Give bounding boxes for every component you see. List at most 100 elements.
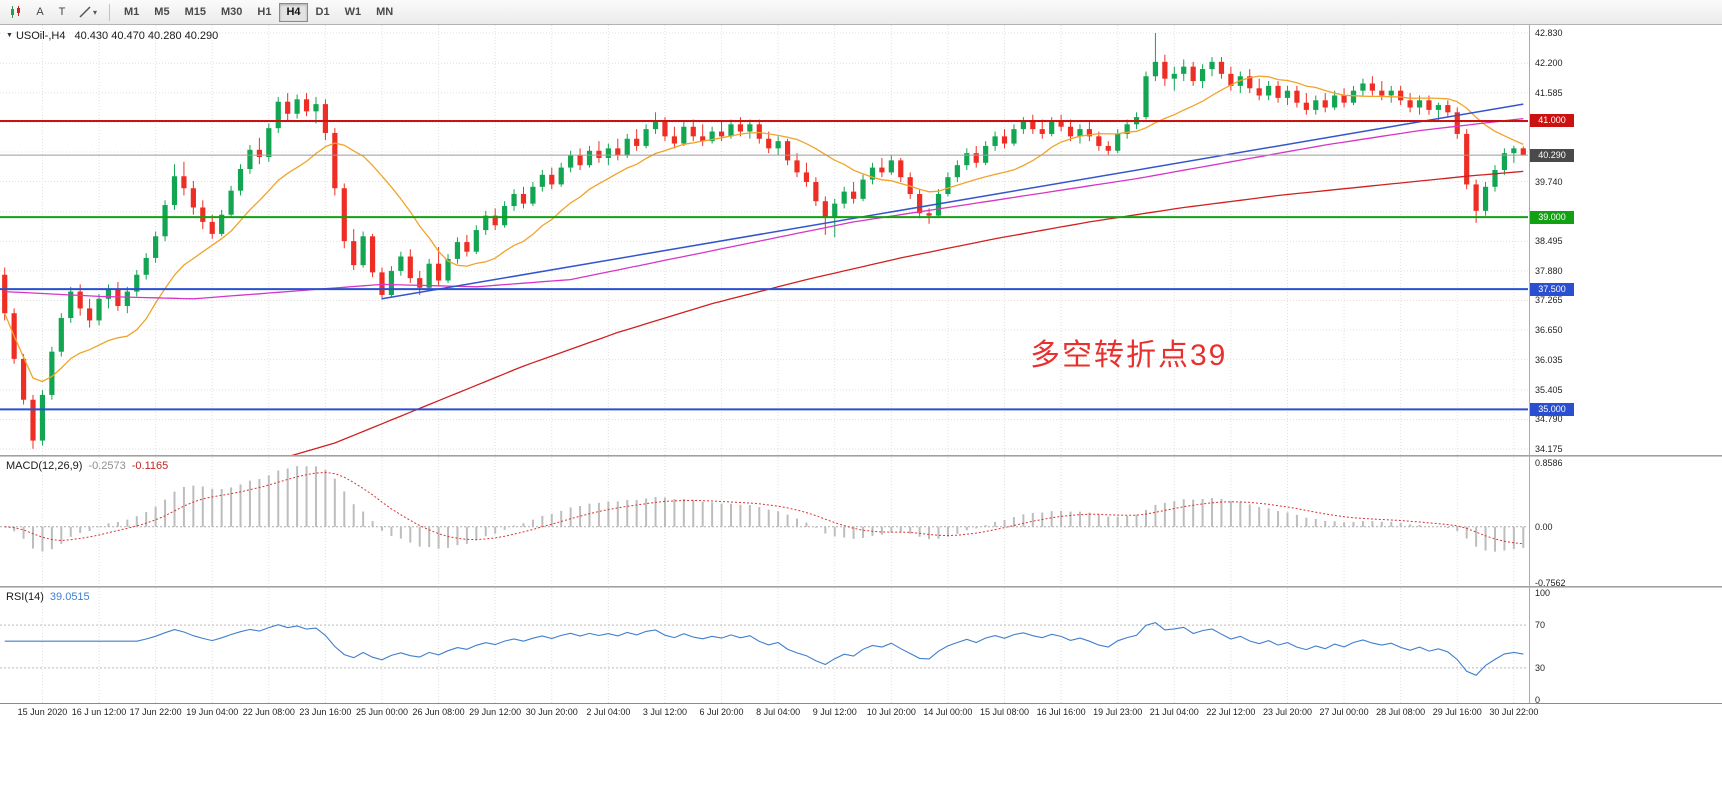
candle-body [662, 121, 668, 137]
time-axis-label: 9 Jul 12:00 [812, 707, 857, 717]
candle-body [30, 399, 36, 441]
candle-body [605, 148, 611, 158]
candle-body [634, 138, 640, 146]
cursor-tool-button[interactable]: A [30, 2, 50, 22]
time-axis-label: 26 Jun 08:00 [412, 707, 465, 717]
candle-body [803, 172, 810, 183]
main-chart-canvas[interactable] [0, 25, 1530, 455]
candle-body [520, 194, 527, 204]
candle-body [1332, 95, 1338, 108]
timeframe-button-mn[interactable]: MN [369, 3, 400, 22]
candle-body [756, 124, 762, 139]
candle-body [58, 318, 64, 352]
time-axis-label: 30 Jun 20:00 [525, 707, 578, 717]
candle-body [313, 104, 319, 112]
candle-body [181, 176, 187, 189]
timeframe-button-m30[interactable]: M30 [214, 3, 249, 22]
toolbar-separator [109, 3, 111, 21]
time-axis-label: 16 J un 12:00 [71, 707, 127, 717]
candle-body [1341, 95, 1347, 103]
price-axis-label: 42.830 [1535, 28, 1563, 38]
trendline-tool-icon [79, 6, 91, 18]
macd-canvas[interactable] [0, 457, 1530, 586]
candle-body [134, 274, 140, 292]
rsi-name: RSI(14) [6, 591, 44, 603]
candle-body [1199, 69, 1206, 82]
candle-body [1077, 129, 1083, 137]
time-axis-label: 22 Jun 08:00 [242, 707, 295, 717]
candle-body [1030, 121, 1036, 130]
candle-body [1416, 100, 1423, 108]
text-tool-button[interactable]: T [52, 2, 72, 22]
macd-signal-line [4, 471, 1524, 545]
time-axis-label: 16 Jul 16:00 [1036, 707, 1086, 717]
price-axis-label: 35.405 [1535, 384, 1563, 395]
timeframe-button-w1[interactable]: W1 [338, 3, 369, 22]
candle-body [1256, 88, 1262, 96]
price-axis-label: 36.650 [1535, 325, 1563, 336]
candle-body [1369, 83, 1375, 91]
timeframe-button-h1[interactable]: H1 [250, 3, 278, 22]
candle-body [190, 188, 196, 208]
panel-splitter-rsi[interactable] [0, 586, 1722, 588]
candle-body [964, 153, 970, 166]
time-axis-label: 23 Jul 20:00 [1262, 707, 1312, 717]
candle-body [492, 215, 498, 226]
candle-body [718, 131, 725, 137]
time-axis-label: 6 Jul 20:00 [699, 707, 744, 717]
timeframe-button-h4[interactable]: H4 [279, 2, 308, 22]
candle-body [1115, 133, 1121, 151]
candle-body [332, 132, 338, 189]
candle-body [511, 194, 517, 207]
candle-body [992, 136, 998, 146]
timeframe-button-d1[interactable]: D1 [309, 3, 337, 22]
candle-body [596, 150, 602, 158]
price-tag-37.500: 37.500 [1530, 282, 1574, 296]
candle-body [171, 176, 178, 206]
candle-body [1058, 121, 1064, 127]
candle-body [1266, 85, 1272, 96]
candle-body [1492, 169, 1498, 187]
candle-body [285, 101, 291, 114]
candle-body [1520, 148, 1526, 156]
candle-body [1162, 61, 1168, 79]
candle-body [813, 182, 819, 202]
candle-body [68, 291, 74, 319]
price-axis-label: 41.585 [1535, 87, 1563, 98]
candlestick-chart-icon [11, 6, 20, 18]
candle-body [87, 308, 93, 321]
candle-body [869, 167, 876, 180]
candle-body [143, 257, 149, 275]
time-axis-label: 19 Jul 23:00 [1093, 707, 1143, 717]
candle-body [360, 236, 366, 266]
price-axis-label: 36.035 [1535, 354, 1563, 365]
chart-marker-icon: ▼ [6, 32, 13, 39]
timeframe-button-m1[interactable]: M1 [117, 3, 146, 22]
time-axis-label: 15 Jun 2020 [17, 707, 68, 717]
candle-body [841, 191, 847, 204]
candle-body [388, 270, 395, 295]
toolbar: A T ▾ M1 M5 M15 M30 H1 H4 D1 W1 MN [0, 0, 1722, 25]
candle-body [1247, 76, 1253, 89]
time-axis-label: 10 Jul 20:00 [866, 707, 916, 717]
candle-body [1398, 90, 1404, 101]
candle-body [794, 160, 800, 173]
chart-mode-button[interactable] [4, 2, 28, 22]
candle-body [954, 165, 960, 178]
draw-tools-button[interactable]: ▾ [74, 2, 102, 22]
price-axis-label: 38.495 [1535, 236, 1563, 247]
candle-body [1350, 90, 1357, 103]
candle-body [624, 138, 630, 156]
timeframe-button-m5[interactable]: M5 [147, 3, 176, 22]
candle-body [294, 99, 300, 114]
candle-body [464, 242, 470, 252]
candle-body [1067, 126, 1074, 137]
candle-body [124, 291, 130, 307]
price-axis-label: 42.200 [1535, 58, 1563, 69]
candle-body [266, 128, 272, 158]
rsi-canvas[interactable] [0, 588, 1530, 703]
candle-body [690, 126, 696, 137]
panel-splitter-macd[interactable] [0, 455, 1722, 457]
macd-name: MACD(12,26,9) [6, 460, 83, 472]
timeframe-button-m15[interactable]: M15 [178, 3, 213, 22]
